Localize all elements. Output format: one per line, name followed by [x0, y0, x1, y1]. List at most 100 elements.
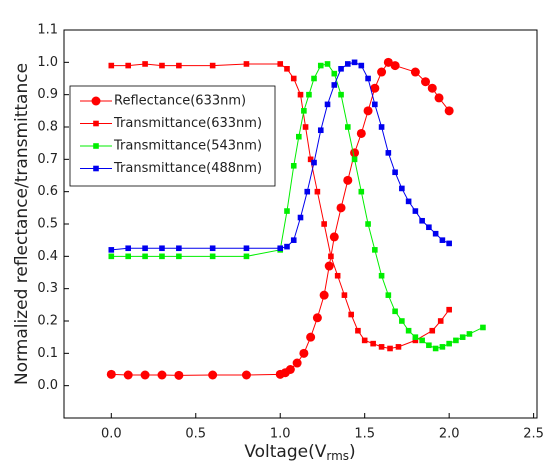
marker: [444, 106, 454, 116]
marker: [351, 59, 358, 66]
marker: [243, 253, 250, 260]
y-tick-label: 0.8: [37, 120, 58, 135]
x-tick-label: 0.5: [185, 427, 206, 442]
marker: [427, 83, 437, 93]
marker: [437, 318, 444, 324]
marker: [355, 327, 361, 334]
marker: [387, 345, 393, 352]
marker: [336, 203, 346, 213]
marker: [311, 159, 317, 166]
marker: [209, 245, 216, 252]
marker: [296, 133, 302, 140]
y-tick-label: 0.3: [37, 281, 58, 296]
marker: [93, 120, 99, 127]
marker: [319, 290, 329, 300]
marker: [108, 62, 115, 69]
marker: [372, 247, 378, 253]
marker: [419, 337, 425, 344]
x-tick-label: 2.5: [523, 427, 544, 442]
marker: [108, 253, 115, 260]
marker: [421, 77, 431, 87]
marker: [410, 67, 420, 77]
y-tick-label: 0.5: [37, 217, 58, 232]
marker: [306, 91, 312, 98]
marker: [176, 253, 182, 260]
marker: [412, 337, 419, 344]
marker: [378, 272, 385, 279]
marker: [125, 245, 131, 252]
y-tick-label: 0.6: [37, 184, 58, 199]
marker: [285, 365, 295, 374]
marker: [390, 61, 400, 71]
marker: [208, 370, 218, 380]
marker: [399, 185, 405, 192]
marker: [284, 208, 290, 214]
marker: [241, 370, 251, 380]
marker: [446, 340, 452, 347]
marker: [365, 221, 371, 227]
marker: [243, 61, 250, 67]
x-axis-label-end: ): [349, 442, 356, 462]
marker: [290, 237, 297, 243]
marker: [405, 198, 412, 205]
marker: [348, 311, 354, 318]
y-tick-label: 1.0: [37, 55, 58, 70]
marker: [142, 253, 148, 260]
marker: [243, 245, 250, 252]
marker: [334, 272, 341, 279]
marker: [297, 91, 304, 98]
y-tick-label: 0.7: [37, 152, 58, 167]
marker: [395, 344, 402, 350]
marker: [174, 370, 184, 380]
marker: [324, 61, 331, 67]
marker: [459, 334, 466, 340]
marker: [306, 332, 316, 342]
marker: [429, 327, 436, 334]
marker: [157, 370, 167, 380]
marker: [176, 62, 182, 69]
marker: [277, 61, 284, 67]
x-axis-label-sub: rms: [326, 449, 349, 463]
marker: [284, 243, 290, 250]
marker: [290, 75, 297, 82]
marker: [377, 67, 387, 77]
marker: [446, 240, 452, 247]
marker: [341, 292, 348, 298]
marker: [363, 106, 373, 116]
legend-label: Reflectance(633nm): [114, 94, 246, 109]
marker: [331, 70, 338, 77]
marker: [324, 261, 334, 271]
marker: [419, 217, 425, 224]
x-axis-label-main: Voltage(V: [244, 442, 326, 462]
marker: [361, 337, 368, 344]
marker: [338, 91, 344, 98]
marker: [311, 75, 317, 82]
marker: [345, 124, 351, 130]
marker: [412, 208, 419, 214]
marker: [108, 247, 115, 253]
marker: [93, 143, 99, 149]
marker: [365, 75, 371, 82]
marker: [142, 245, 148, 252]
legend-label: Transmittance(633nm): [113, 116, 262, 131]
marker: [399, 318, 405, 324]
marker: [480, 324, 486, 331]
marker: [317, 127, 324, 134]
marker: [350, 148, 360, 158]
marker: [338, 66, 344, 72]
x-tick-label: 0.0: [101, 427, 122, 442]
marker: [378, 344, 385, 350]
marker: [324, 101, 331, 108]
marker: [209, 62, 216, 69]
marker: [290, 163, 297, 169]
marker: [426, 342, 432, 349]
marker: [140, 370, 150, 380]
legend-label: Transmittance(488nm): [113, 161, 262, 176]
marker: [277, 245, 284, 252]
marker: [372, 101, 378, 108]
marker: [209, 253, 216, 260]
marker: [439, 237, 446, 243]
marker: [358, 62, 365, 69]
marker: [301, 108, 307, 114]
